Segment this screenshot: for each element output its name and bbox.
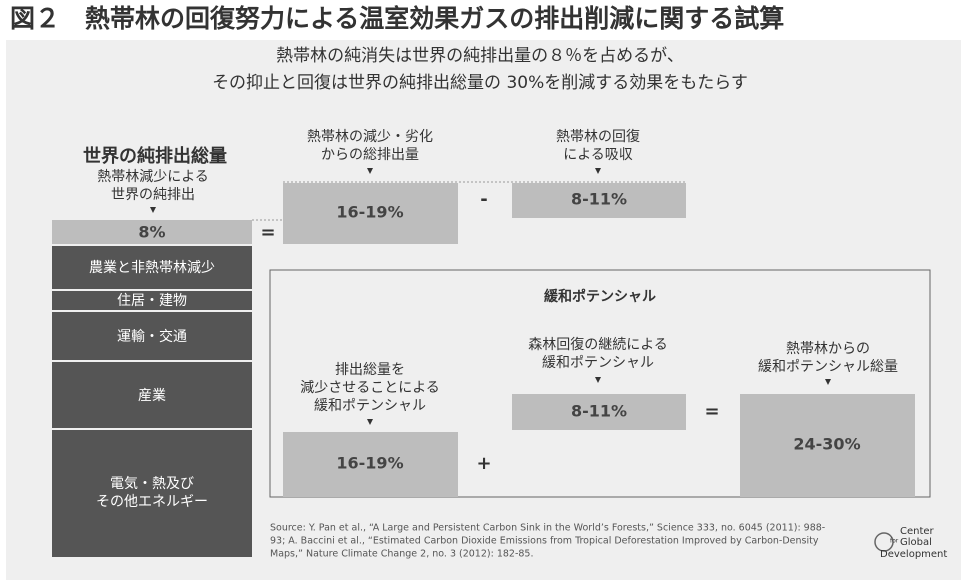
title: 図２ 熱帯林の回復努力による温室効果ガスの排出削減に関する試算 bbox=[10, 4, 784, 33]
sector-label: 住居・建物 bbox=[117, 293, 187, 309]
gross-box bbox=[283, 183, 458, 244]
logo-text: Development bbox=[880, 549, 947, 560]
sector bbox=[52, 362, 252, 428]
gross-label: からの総排出量 bbox=[321, 147, 419, 163]
arrow bbox=[825, 379, 831, 385]
total-label: 熱帯林からの bbox=[786, 341, 870, 357]
mitigation-frame bbox=[269, 269, 931, 498]
sector bbox=[52, 430, 252, 557]
logo-text: Global bbox=[900, 537, 932, 548]
operator: - bbox=[480, 189, 487, 210]
sector-label: 産業 bbox=[138, 388, 166, 404]
reduction-box bbox=[283, 432, 458, 497]
logo-text: for bbox=[890, 538, 899, 545]
sector-label: その他エネルギー bbox=[96, 494, 208, 510]
operator: + bbox=[476, 453, 491, 474]
subtitle: 熱帯林の純消失は世界の純排出量の８％を占めるが、 bbox=[276, 46, 684, 66]
reduction-label: 減少させることによる bbox=[300, 379, 440, 396]
restoration-box bbox=[512, 394, 686, 430]
world-heading: 世界の純排出総量 bbox=[83, 145, 227, 167]
restoration-value: 8-11% bbox=[571, 402, 627, 421]
restoration-label: 森林回復の継続による bbox=[528, 336, 668, 353]
absorption-label: による吸収 bbox=[563, 147, 633, 163]
share-value: 8% bbox=[138, 223, 165, 242]
logo-mark bbox=[874, 532, 894, 552]
gross-value: 16-19% bbox=[336, 203, 403, 222]
subtitle: その抑止と回復は世界の純排出総量の 30%を削減する効果をもたらす bbox=[212, 73, 748, 93]
sector-label: 農業と非熱帯林減少 bbox=[89, 259, 215, 276]
reduction-label: 排出総量を bbox=[335, 362, 405, 378]
logo-text: Center bbox=[900, 526, 935, 537]
sector bbox=[52, 312, 252, 360]
source: Source: Y. Pan et al., “A Large and Pers… bbox=[270, 523, 825, 534]
sector bbox=[52, 291, 252, 310]
sector bbox=[52, 246, 252, 289]
restoration-label: 緩和ポテンシャル bbox=[542, 355, 654, 371]
reduction-label: 緩和ポテンシャル bbox=[314, 398, 426, 414]
sector-label: 電気・熱及び bbox=[110, 476, 194, 492]
world-label: 世界の純排出 bbox=[111, 187, 195, 203]
operator: = bbox=[704, 401, 719, 422]
source: Maps,” Nature Climate Change 2, no. 3 (2… bbox=[270, 549, 534, 560]
operator: = bbox=[260, 222, 275, 243]
arrow bbox=[595, 168, 601, 174]
mitigation-title: 緩和ポテンシャル bbox=[544, 288, 656, 305]
world-label: 熱帯林減少による bbox=[97, 168, 209, 185]
absorption-box bbox=[512, 183, 686, 218]
reduction-value: 16-19% bbox=[336, 454, 403, 473]
arrow bbox=[595, 377, 601, 383]
arrow bbox=[367, 168, 373, 174]
absorption-label: 熱帯林の回復 bbox=[556, 128, 640, 145]
gross-label: 熱帯林の減少・劣化 bbox=[307, 128, 433, 145]
sector-stack: 農業と非熱帯林減少 住居・建物 運輸・交通 産業 電気・熱及び その他エネルギー bbox=[52, 246, 252, 557]
total-box bbox=[740, 394, 915, 497]
total-label: 緩和ポテンシャル総量 bbox=[758, 359, 898, 375]
share-box bbox=[52, 220, 252, 244]
arrow bbox=[367, 419, 373, 425]
arrow bbox=[150, 207, 156, 213]
source: 93; A. Baccini et al., “Estimated Carbon… bbox=[270, 536, 819, 547]
absorption-value: 8-11% bbox=[571, 190, 627, 209]
total-value: 24-30% bbox=[793, 435, 860, 454]
sector-label: 運輸・交通 bbox=[117, 328, 187, 345]
